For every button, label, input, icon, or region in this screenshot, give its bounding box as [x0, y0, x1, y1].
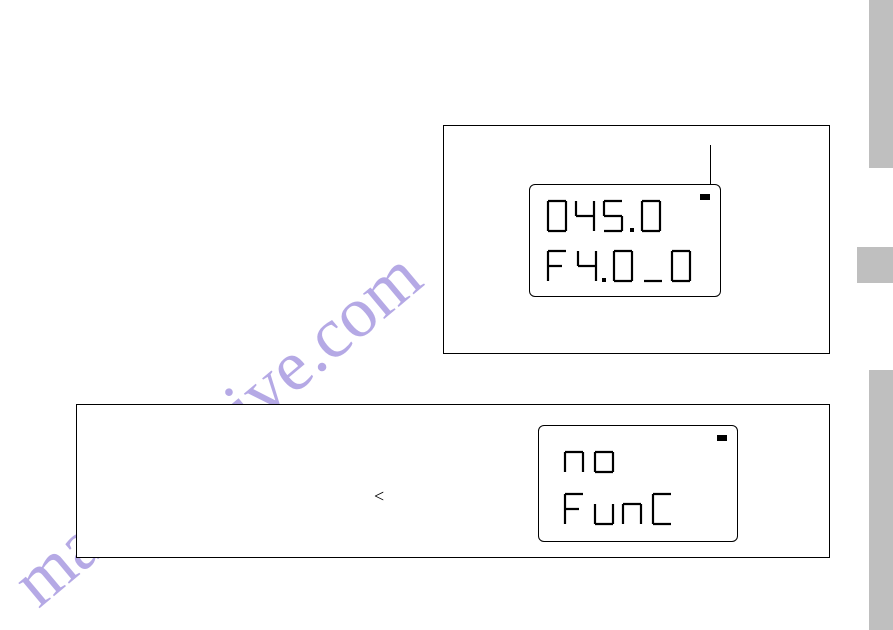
lcd2-dot-icon — [717, 435, 727, 441]
lcd1-line1 — [544, 197, 714, 239]
lcd-display-2 — [538, 425, 738, 542]
lcd2-line1 — [561, 440, 661, 480]
page: { "watermark_text": "manualshive.com", "… — [0, 0, 893, 630]
lcd2-line2 — [561, 490, 721, 532]
angle-icon: < — [374, 486, 384, 507]
side-tab-bottom — [869, 370, 893, 630]
lcd1-line2 — [544, 247, 724, 289]
side-tab-mid — [857, 247, 893, 283]
side-tab-top — [869, 0, 893, 168]
lcd-display-1 — [529, 184, 721, 297]
